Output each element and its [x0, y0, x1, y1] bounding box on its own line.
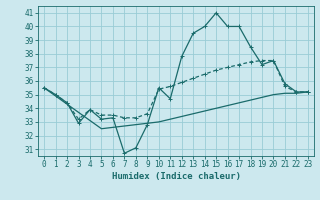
X-axis label: Humidex (Indice chaleur): Humidex (Indice chaleur) — [111, 172, 241, 181]
